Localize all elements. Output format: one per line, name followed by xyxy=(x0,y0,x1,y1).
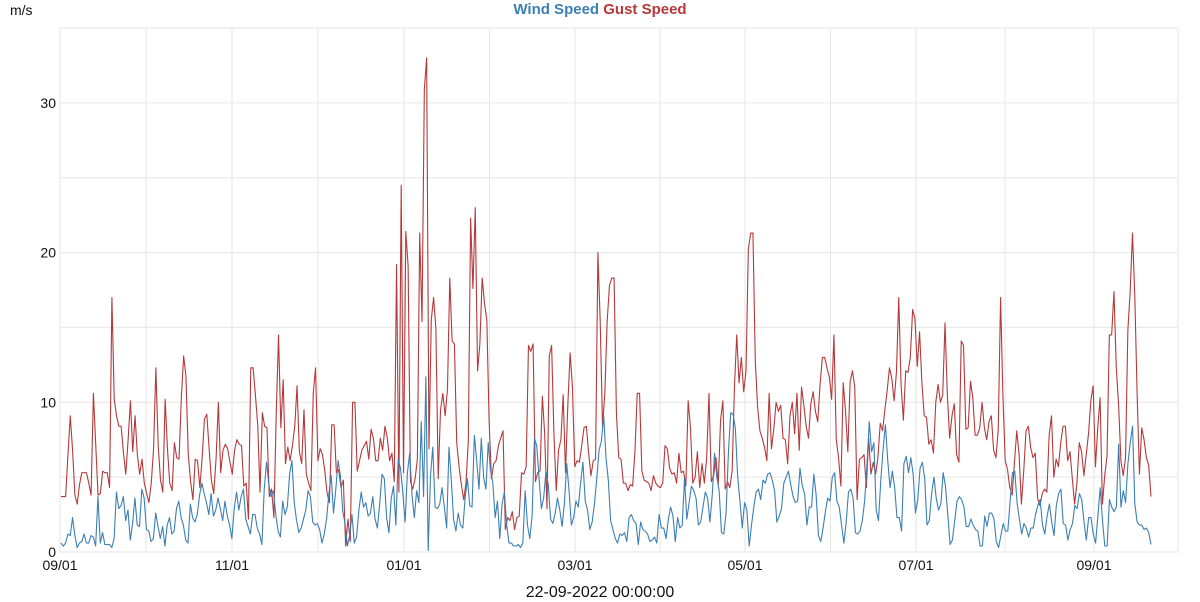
series-line-gust xyxy=(61,57,1152,547)
series-lines xyxy=(60,57,1152,552)
x-tick-label: 05/01 xyxy=(727,557,762,573)
chart-legend-title: Wind Speed Gust Speed xyxy=(0,1,1200,18)
grid-lines xyxy=(59,27,1179,553)
x-tick-label: 03/01 xyxy=(557,557,592,573)
x-axis-label: 22-09-2022 00:00:00 xyxy=(525,584,675,601)
y-tick-label: 10 xyxy=(40,394,56,410)
series-line-wind xyxy=(60,376,1152,552)
y-axis-unit: m/s xyxy=(10,2,33,18)
y-tick-label: 30 xyxy=(40,95,56,111)
legend-wind-speed[interactable]: Wind Speed xyxy=(513,1,600,18)
x-tick-label: 07/01 xyxy=(898,557,933,573)
x-tick-label: 09/01 xyxy=(1076,557,1111,573)
tick-labels: 0 10 20 30 09/01 11/01 01/01 03/01 05/01 07/01 09/… xyxy=(40,95,1111,573)
x-tick-label: 01/01 xyxy=(386,557,421,573)
x-tick-label: 11/01 xyxy=(215,557,249,573)
x-tick-label: 09/01 xyxy=(42,557,77,573)
legend-gust-speed[interactable]: Gust Speed xyxy=(603,1,687,18)
y-tick-label: 20 xyxy=(40,245,56,261)
y-tick-label: 0 xyxy=(48,544,56,560)
